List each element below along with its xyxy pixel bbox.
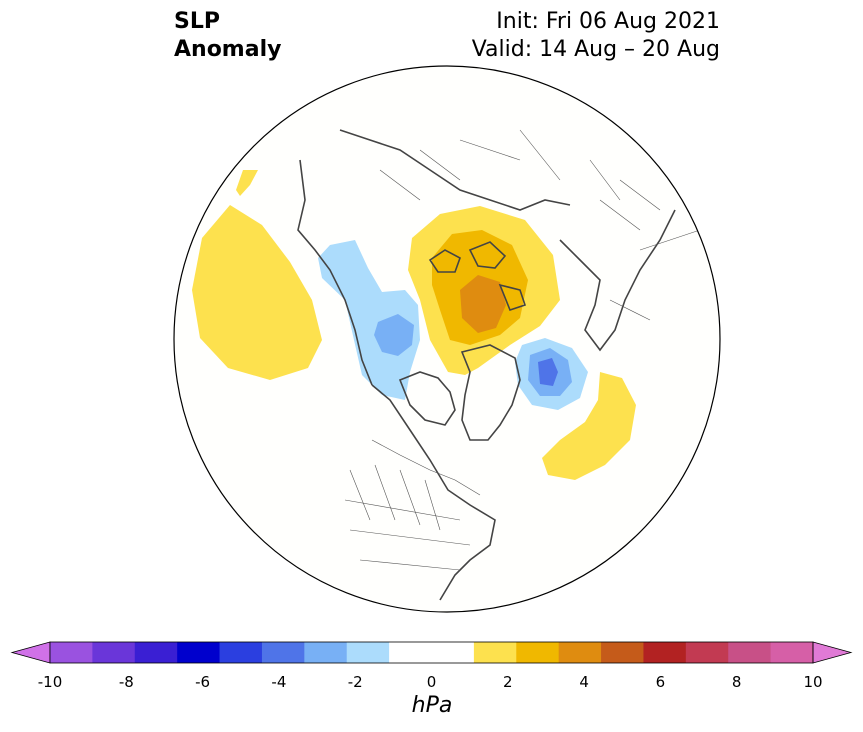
colorbar-cell xyxy=(431,642,475,663)
colorbar-unit: hPa xyxy=(411,693,453,718)
coastlines xyxy=(297,129,676,601)
colorbar-outline xyxy=(49,641,814,664)
arctic-high-core-region xyxy=(460,275,506,333)
colorbar-tick-label: 8 xyxy=(731,673,742,691)
colorbar-cell xyxy=(601,642,644,663)
us-canada-border xyxy=(371,439,481,496)
colorbar-cell xyxy=(177,642,221,663)
colorbar-tick-label: 4 xyxy=(579,673,589,691)
north-pacific-high-region xyxy=(192,205,322,380)
scandinavia-low-core-region xyxy=(538,358,558,386)
colorbar-cell xyxy=(473,642,517,663)
north-america-coast xyxy=(371,384,496,601)
north-atlantic-high-region xyxy=(542,372,636,480)
asia-borders xyxy=(379,129,561,201)
colorbar-cell xyxy=(685,642,729,663)
colorbar-tick-label: 2 xyxy=(503,673,513,691)
colorbar-tick-label: 6 xyxy=(655,673,666,691)
europe-borders xyxy=(589,159,701,321)
us-states-grid xyxy=(344,464,471,571)
arctic-islands xyxy=(428,241,527,311)
variable-title: SLP Anomaly xyxy=(174,8,281,64)
colorbar-tick-label: -10 xyxy=(37,673,63,691)
colorbar-cell xyxy=(728,642,772,663)
alaska-coast xyxy=(297,159,373,386)
borders xyxy=(344,129,701,571)
colorbar-tick-label: -6 xyxy=(195,673,211,691)
colorbar-cell xyxy=(389,642,432,663)
colorbar-tick-label: 0 xyxy=(426,673,437,691)
bering-high-region xyxy=(236,170,258,196)
canada-low-inner-region xyxy=(374,314,414,356)
colorbar-cells xyxy=(10,641,853,664)
colorbar-cell xyxy=(643,642,687,663)
colorbar-cell xyxy=(516,642,560,663)
colorbar-tick-label: -8 xyxy=(118,673,134,691)
colorbar-cell xyxy=(346,642,390,663)
europe-coast xyxy=(559,209,676,352)
hudson-bay-coast xyxy=(398,371,456,426)
map-boundary xyxy=(173,65,721,613)
colorbar-cell xyxy=(558,642,602,663)
colorbar-extend-min xyxy=(10,641,51,664)
valid-date: Valid: 14 Aug – 20 Aug xyxy=(471,37,720,62)
canada-low-outer-region xyxy=(318,240,420,400)
variable-title-line2: Anomaly xyxy=(174,37,282,62)
init-date: Init: Fri 06 Aug 2021 xyxy=(496,9,720,34)
colorbar-tick-label: -2 xyxy=(347,673,363,691)
colorbar-cell xyxy=(92,642,136,663)
colorbar-cell xyxy=(304,642,348,663)
colorbar-cell xyxy=(219,642,263,663)
colorbar-cell xyxy=(261,642,305,663)
colorbar-cell xyxy=(134,642,178,663)
polar-map xyxy=(173,65,721,613)
siberia-coast xyxy=(339,129,571,211)
colorbar-tick-label: -4 xyxy=(271,673,287,691)
colorbar-cell xyxy=(50,642,93,663)
colorbar-tick-label: 10 xyxy=(803,673,823,691)
variable-title-line1: SLP xyxy=(174,9,220,34)
anomaly-fields xyxy=(192,170,636,480)
date-title: Init: Fri 06 Aug 2021 Valid: 14 Aug – 20… xyxy=(472,8,720,64)
greenland-coast xyxy=(460,344,521,441)
colorbar-cell xyxy=(770,642,814,663)
colorbar-extend-max xyxy=(812,641,853,664)
